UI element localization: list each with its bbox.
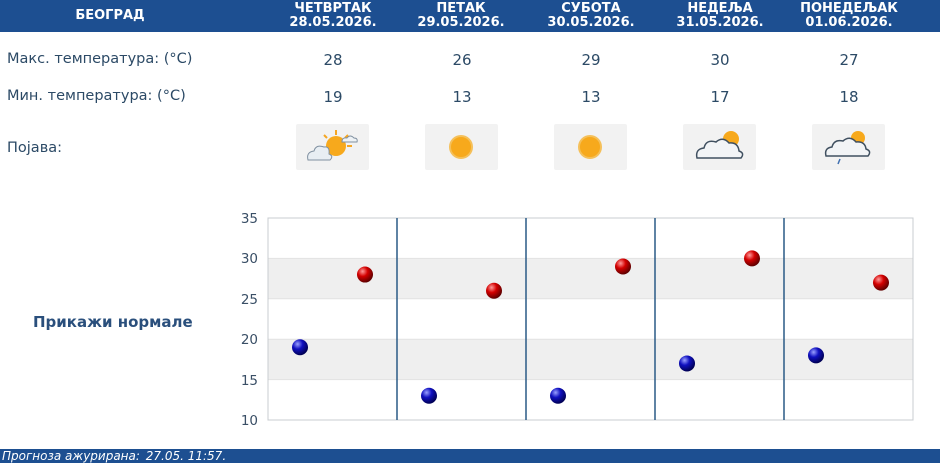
min-temp-value: 17 (710, 88, 730, 106)
y-tick-label: 35 (240, 211, 258, 227)
day-header-4: НЕДЕЉА 31.05.2026. (676, 0, 764, 32)
day-date: 30.05.2026. (547, 15, 635, 30)
day-date: 29.05.2026. (417, 15, 505, 30)
min-temp-point (550, 387, 566, 404)
day-header-2: ПЕТАК 29.05.2026. (417, 0, 505, 32)
min-temp-point (679, 355, 695, 372)
grid-band (268, 339, 913, 380)
cloudy-sun-icon (683, 124, 756, 170)
day-date: 31.05.2026. (676, 15, 764, 30)
y-tick-label: 10 (240, 413, 258, 429)
max-temp-point (744, 250, 760, 267)
plot-frame (267, 217, 914, 421)
y-tick-label: 30 (240, 251, 258, 267)
min-temp-value: 13 (452, 88, 472, 106)
max-temp-value: 26 (452, 51, 472, 69)
min-temp-point (421, 387, 437, 404)
update-footer: Прогноза ажурирана: 27.05. 11:57. (0, 449, 940, 463)
day-name: НЕДЕЉА (687, 1, 753, 16)
day-header-5: ПОНЕДЕЉАК 01.06.2026. (800, 0, 898, 32)
city-name: БЕОГРАД (75, 8, 145, 23)
y-tick-label: 25 (240, 292, 258, 308)
max-temp-label: Макс. температура: (°C) (7, 51, 193, 67)
day-header-3: СУБОТА 30.05.2026. (547, 0, 635, 32)
min-temp-point (292, 339, 308, 356)
max-temp-point (357, 266, 373, 283)
day-header-1: ЧЕТВРТАК 28.05.2026. (289, 0, 377, 32)
update-time: 27.05. 11:57. (145, 449, 227, 463)
partly-sunny-icon (296, 124, 369, 170)
grid-band (268, 258, 913, 299)
max-temp-point (486, 282, 502, 299)
day-date: 28.05.2026. (289, 15, 377, 30)
max-temp-value: 29 (581, 51, 601, 69)
min-temp-value: 13 (581, 88, 601, 106)
day-date: 01.06.2026. (805, 15, 893, 30)
sunny-icon (554, 124, 627, 170)
max-temp-value: 27 (839, 51, 859, 69)
cloudy-sun-rain-icon (812, 124, 885, 170)
y-tick-label: 15 (240, 373, 258, 389)
min-temp-value: 18 (839, 88, 859, 106)
day-name: СУБОТА (561, 1, 621, 16)
phenomenon-label: Појава: (7, 140, 63, 156)
update-label: Прогноза ажурирана: (2, 449, 140, 463)
max-temp-value: 28 (323, 51, 343, 69)
show-normals-link[interactable]: Прикажи нормале (33, 313, 193, 331)
sunny-icon (425, 124, 498, 170)
min-temp-label: Мин. температура: (°C) (7, 88, 186, 104)
max-temp-value: 30 (710, 51, 730, 69)
min-temp-point (808, 347, 824, 364)
day-name: ЧЕТВРТАК (294, 1, 372, 16)
min-temp-value: 19 (323, 88, 343, 106)
day-name: ПЕТАК (436, 1, 486, 16)
max-temp-point (873, 274, 889, 291)
y-tick-label: 20 (240, 332, 258, 348)
forecast-header: БЕОГРАД ЧЕТВРТАК 28.05.2026. ПЕТАК 29.05… (0, 0, 940, 32)
day-name: ПОНЕДЕЉАК (800, 1, 898, 16)
max-temp-point (615, 258, 631, 275)
